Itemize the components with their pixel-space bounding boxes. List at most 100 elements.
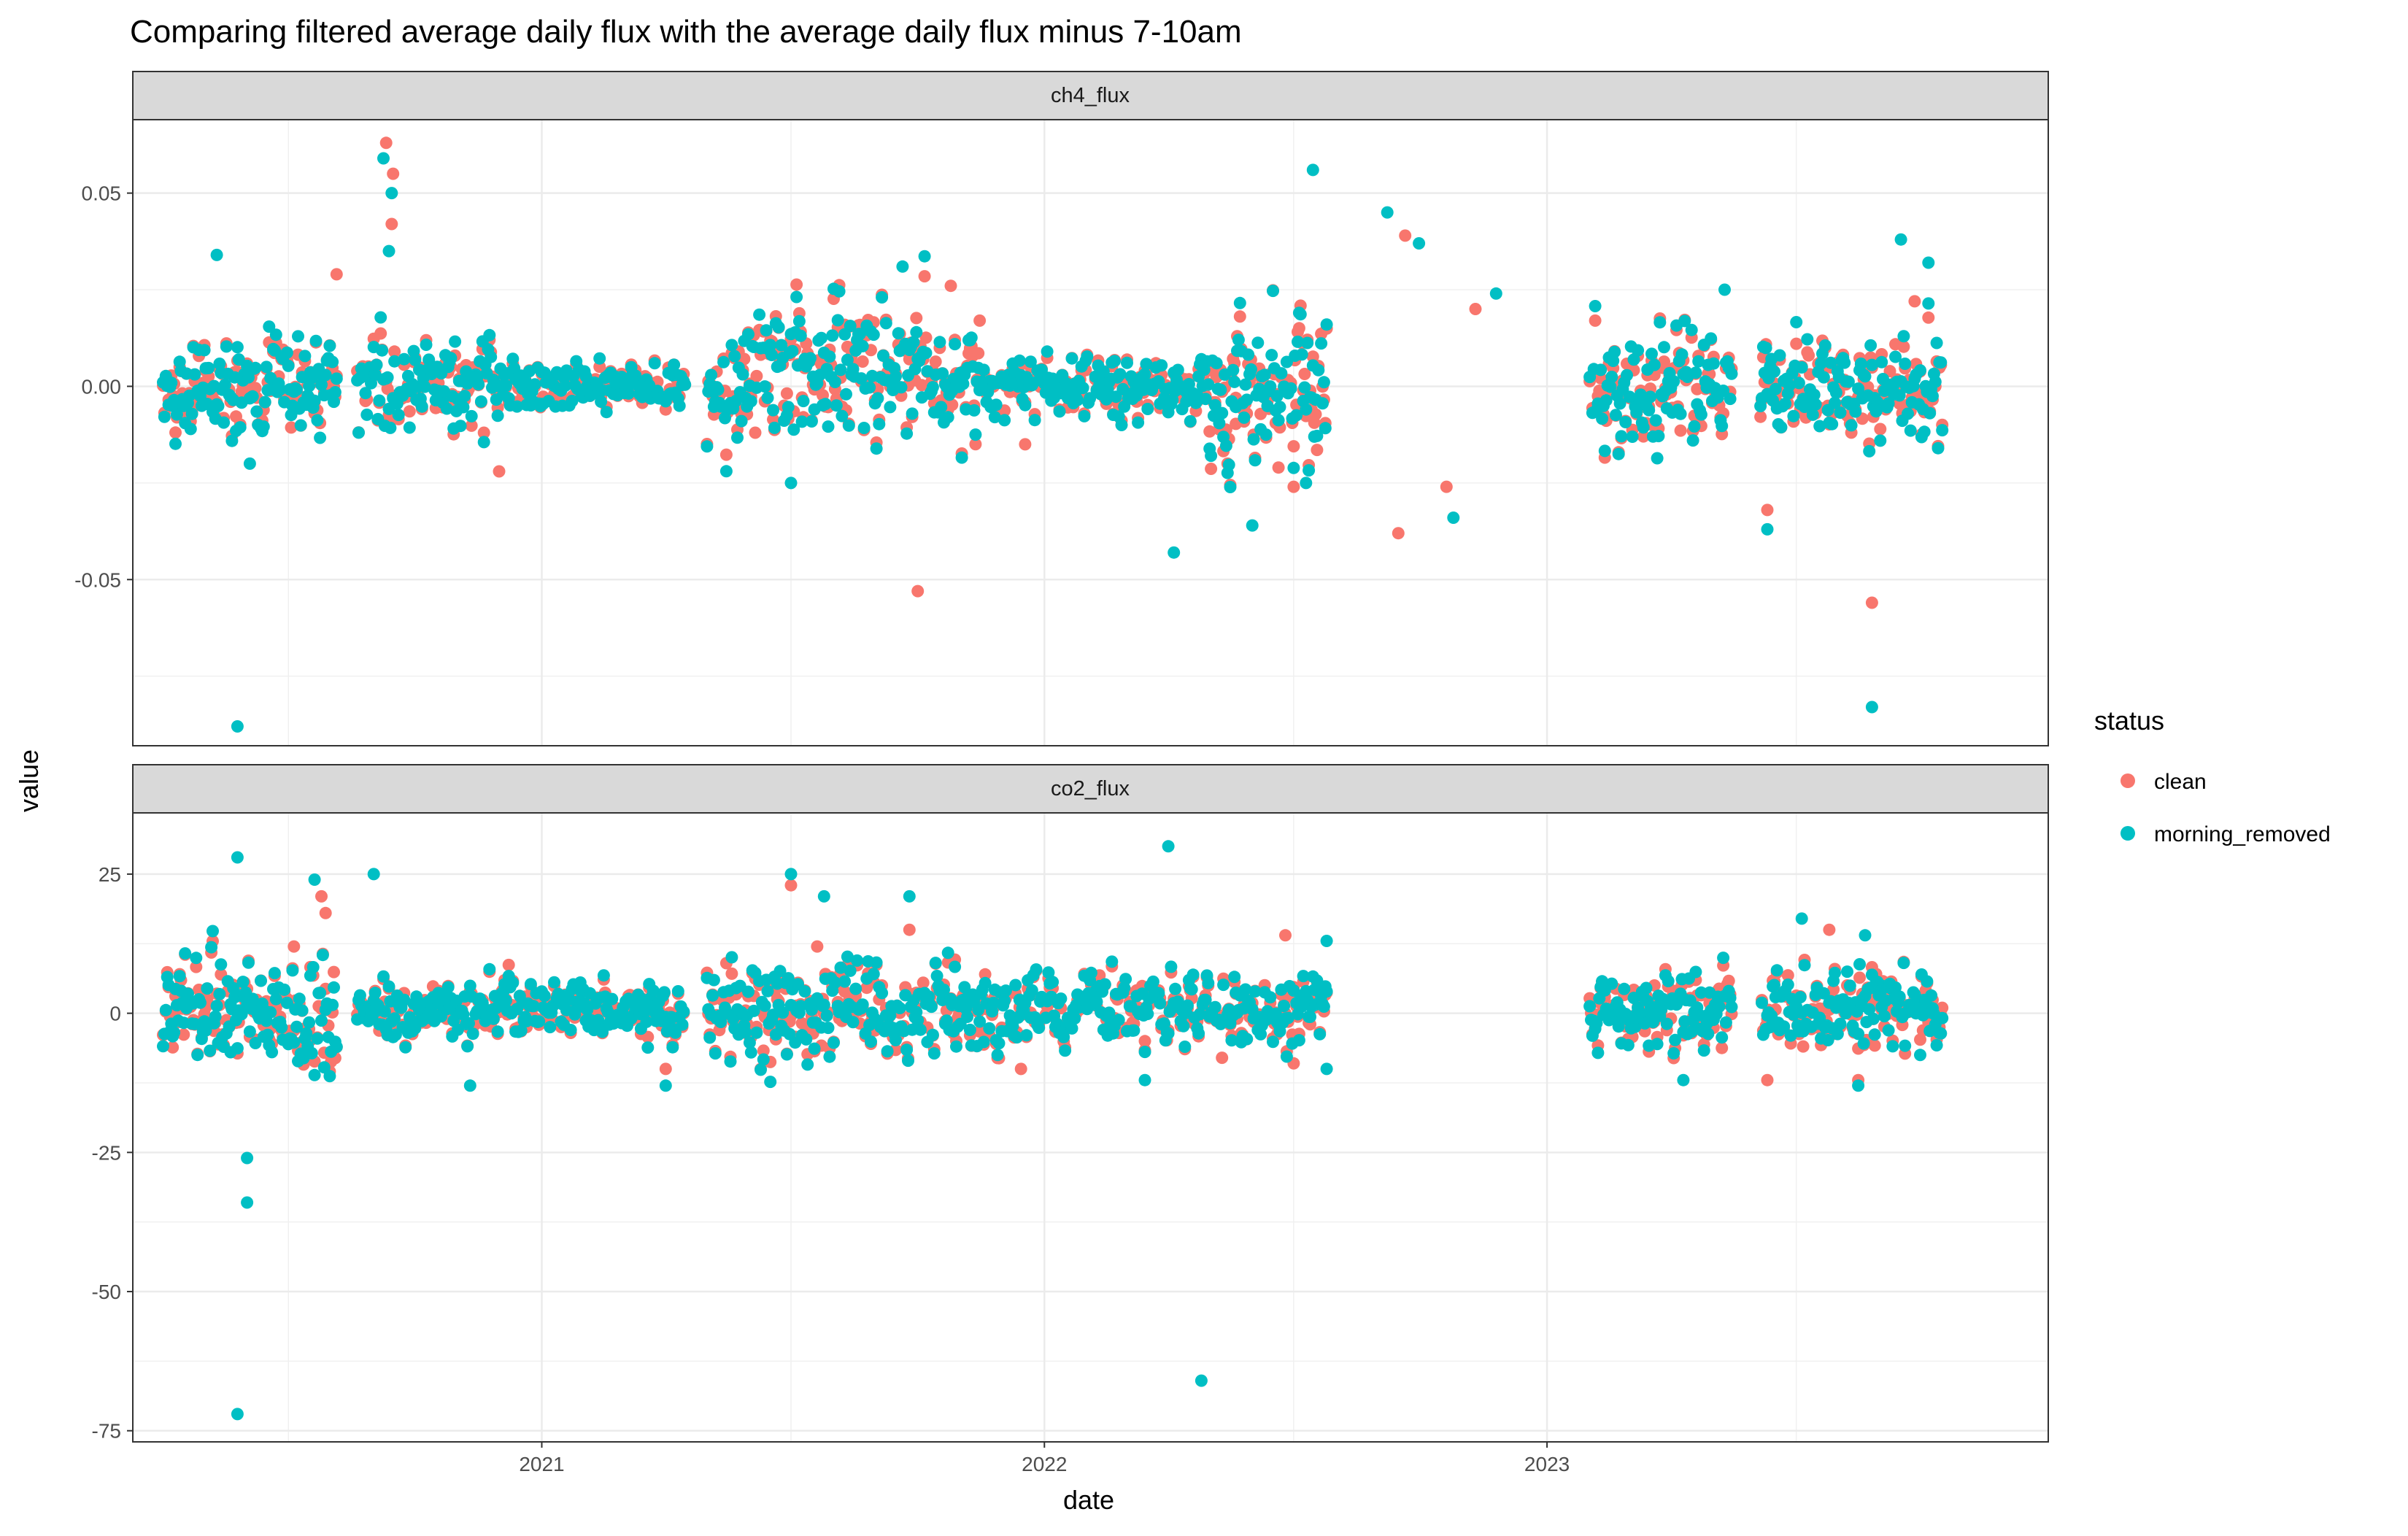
point-morning-removed — [1119, 973, 1132, 986]
point-clean — [1865, 596, 1878, 609]
strip-co2 — [132, 764, 2049, 814]
point-morning-removed — [851, 954, 864, 967]
point-morning-removed — [392, 409, 405, 422]
point-morning-removed — [1208, 1000, 1222, 1014]
point-clean — [972, 347, 985, 360]
point-morning-removed — [840, 387, 852, 401]
legend: status clean morning_removed — [2094, 706, 2331, 846]
point-morning-removed — [1649, 414, 1662, 427]
point-morning-removed — [638, 1005, 652, 1018]
point-morning-removed — [316, 949, 329, 962]
point-morning-removed — [1678, 314, 1691, 328]
point-morning-removed — [1035, 363, 1048, 377]
point-morning-removed — [817, 998, 830, 1011]
point-clean — [1287, 480, 1300, 493]
point-morning-removed — [900, 427, 914, 440]
point-morning-removed — [1930, 1039, 1943, 1051]
point-clean — [1781, 969, 1794, 982]
point-morning-removed — [647, 984, 660, 997]
point-morning-removed — [739, 1026, 752, 1039]
point-morning-removed — [1185, 983, 1198, 996]
point-morning-removed — [1689, 965, 1702, 979]
point-morning-removed — [719, 465, 733, 478]
point-morning-removed — [1240, 393, 1254, 406]
point-morning-removed — [936, 367, 949, 380]
point-morning-removed — [1100, 393, 1113, 406]
point-morning-removed — [185, 407, 198, 420]
point-morning-removed — [728, 350, 741, 363]
point-morning-removed — [465, 409, 478, 422]
point-morning-removed — [308, 873, 321, 886]
point-morning-removed — [900, 1043, 914, 1057]
point-morning-removed — [1033, 1022, 1046, 1034]
point-morning-removed — [1615, 430, 1628, 443]
point-morning-removed — [1594, 363, 1608, 377]
point-morning-removed — [780, 1048, 793, 1061]
point-morning-removed — [798, 985, 811, 998]
point-morning-removed — [1882, 1024, 1895, 1037]
legend-label-morning-removed: morning_removed — [2154, 822, 2331, 846]
point-morning-removed — [298, 350, 312, 363]
point-morning-removed — [823, 1050, 836, 1063]
point-morning-removed — [1914, 364, 1926, 377]
point-morning-removed — [319, 368, 332, 382]
point-clean — [757, 1044, 770, 1057]
point-morning-removed — [844, 964, 857, 977]
point-morning-removed — [367, 868, 380, 881]
x-tick-label: 2022 — [1022, 1453, 1067, 1475]
point-morning-removed — [1853, 958, 1866, 970]
point-morning-removed — [1284, 382, 1297, 395]
point-morning-removed — [823, 350, 836, 363]
point-morning-removed — [856, 339, 869, 352]
point-morning-removed — [1155, 359, 1168, 372]
y-axis-label: value — [14, 749, 44, 812]
point-morning-removed — [548, 976, 560, 989]
point-morning-removed — [1246, 519, 1259, 532]
point-clean — [1790, 337, 1803, 350]
point-clean — [1469, 303, 1482, 315]
point-morning-removed — [1121, 356, 1133, 369]
point-morning-removed — [420, 339, 433, 351]
point-clean — [1637, 430, 1650, 443]
point-morning-removed — [890, 1033, 902, 1046]
point-clean — [790, 278, 803, 291]
point-morning-removed — [294, 419, 307, 432]
point-morning-removed — [895, 381, 908, 394]
point-morning-removed — [1162, 1027, 1175, 1040]
point-morning-removed — [1643, 404, 1656, 417]
point-morning-removed — [892, 327, 905, 340]
point-morning-removed — [1667, 375, 1680, 388]
point-morning-removed — [1775, 421, 1788, 433]
point-morning-removed — [1645, 347, 1658, 360]
point-morning-removed — [1202, 378, 1215, 391]
point-morning-removed — [1141, 1008, 1154, 1020]
point-morning-removed — [1281, 1011, 1294, 1024]
point-morning-removed — [1306, 163, 1319, 177]
point-clean — [477, 426, 490, 439]
point-morning-removed — [1019, 398, 1032, 412]
point-morning-removed — [1865, 701, 1878, 714]
point-morning-removed — [201, 982, 214, 995]
point-morning-removed — [671, 985, 684, 997]
point-morning-removed — [224, 1046, 237, 1059]
point-morning-removed — [935, 401, 948, 414]
point-morning-removed — [1718, 283, 1731, 296]
point-morning-removed — [822, 1022, 835, 1035]
point-morning-removed — [767, 404, 779, 417]
point-morning-removed — [606, 992, 619, 1006]
point-morning-removed — [306, 961, 320, 973]
point-morning-removed — [1795, 361, 1808, 374]
point-morning-removed — [398, 352, 411, 366]
point-morning-removed — [398, 993, 411, 1006]
point-morning-removed — [703, 1031, 717, 1044]
point-morning-removed — [1899, 1039, 1912, 1052]
panel-border-ch4 — [132, 119, 2049, 746]
point-morning-removed — [485, 350, 498, 363]
point-morning-removed — [1081, 350, 1094, 363]
point-morning-removed — [1065, 352, 1078, 365]
point-morning-removed — [1612, 1020, 1625, 1033]
point-morning-removed — [269, 992, 282, 1006]
point-morning-removed — [213, 987, 226, 1000]
point-clean — [1392, 527, 1405, 540]
